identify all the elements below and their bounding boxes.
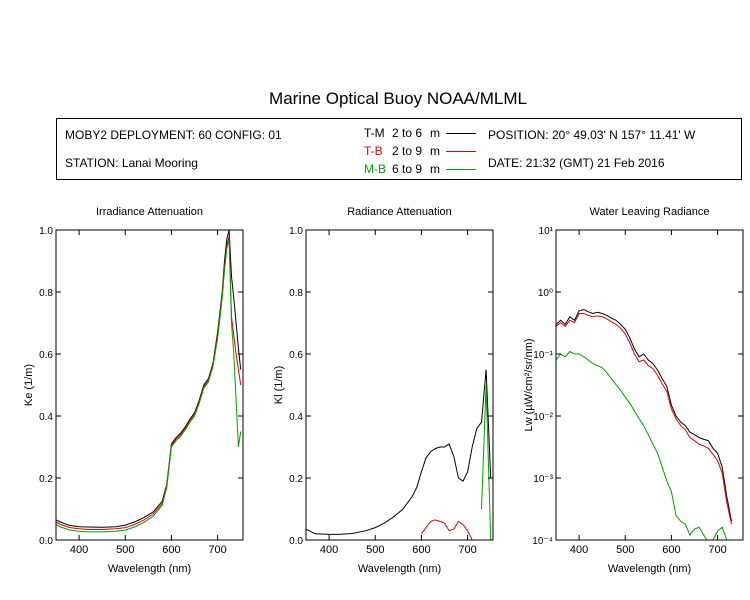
x-tick-label: 600 — [662, 544, 680, 556]
x-tick-label: 600 — [162, 544, 180, 556]
page-title: Marine Optical Buoy NOAA/MLML — [269, 89, 527, 108]
info-box: MOBY2 DEPLOYMENT: 60 CONFIG: 01 STATION:… — [56, 118, 742, 180]
y-tick-label: 0.2 — [289, 474, 303, 485]
y-tick-label: 0.4 — [289, 412, 303, 423]
y-tick-label: 0.0 — [289, 536, 303, 547]
x-tick-label: 700 — [458, 544, 476, 556]
y-tick-label: 0.0 — [39, 536, 53, 547]
chart-3: Water Leaving Radiance 400 500 600 700 10⁻⁴ 10… — [523, 206, 744, 575]
plot-frame — [555, 229, 744, 541]
series-group — [556, 309, 732, 540]
y-tick-label: 0.8 — [39, 288, 53, 299]
x-tick-label: 400 — [570, 544, 588, 556]
y-tick-label: 0.6 — [289, 350, 303, 361]
pair-code: T-B — [364, 144, 383, 158]
pair-code: T-M — [364, 126, 385, 140]
y-tick-label: 1.0 — [39, 226, 53, 237]
y-tick-label: 10¹ — [539, 226, 554, 237]
y-tick-label: 0.6 — [39, 350, 53, 361]
series-line — [556, 350, 728, 540]
y-axis-label: Lw (µW/cm²/sr/nm) — [523, 338, 535, 431]
series-line — [306, 369, 492, 535]
x-tick-label: 500 — [616, 544, 634, 556]
pair-line-swatch — [446, 133, 476, 134]
y-tick-label: 10⁻³ — [533, 474, 553, 485]
chart-2: Radiance Attenuation 400 500 600 700 0.0 0.2 0.… — [273, 206, 494, 575]
series-line — [420, 519, 473, 540]
series-line — [556, 309, 732, 522]
plot-frame — [55, 229, 244, 541]
pair-unit: m — [430, 162, 440, 176]
chart-title: Irradiance Attenuation — [96, 206, 203, 218]
series-line — [56, 236, 242, 530]
pair-unit: m — [430, 126, 440, 140]
y-axis-label: Ke (1/m) — [23, 364, 35, 406]
series-line — [56, 239, 242, 533]
date-label: DATE: 21:32 (GMT) 21 Feb 2016 — [488, 156, 665, 170]
y-tick-label: 10⁻⁴ — [532, 536, 553, 547]
pair-line-swatch — [446, 169, 476, 170]
station-label: STATION: Lanai Mooring — [65, 156, 198, 170]
x-axis-label: Wavelength (nm) — [358, 563, 441, 575]
series-group — [56, 230, 242, 533]
series-line — [56, 230, 242, 528]
series-line — [481, 384, 492, 540]
chart-title: Water Leaving Radiance — [589, 206, 709, 218]
y-tick-label: 0.4 — [39, 412, 53, 423]
x-tick-label: 400 — [70, 544, 88, 556]
pair-range: 6 to 9 — [392, 162, 423, 176]
x-tick-label: 500 — [116, 544, 134, 556]
x-tick-label: 700 — [708, 544, 726, 556]
plot-frame — [305, 229, 494, 541]
x-tick-label: 500 — [366, 544, 384, 556]
pair-unit: m — [430, 144, 440, 158]
y-tick-label: 0.2 — [39, 474, 53, 485]
y-tick-label: 10⁻² — [533, 412, 553, 423]
y-axis-label: Kl (1/m) — [273, 366, 285, 405]
x-tick-label: 600 — [412, 544, 430, 556]
x-tick-label: 700 — [208, 544, 226, 556]
chart-1: Irradiance Attenuation 400 500 600 700 0.0 0.2… — [23, 206, 244, 575]
pair-range: 2 to 9 — [392, 144, 423, 158]
deployment-label: MOBY2 DEPLOYMENT: 60 CONFIG: 01 — [65, 128, 282, 142]
chart-title: Radiance Attenuation — [347, 206, 452, 218]
x-axis-label: Wavelength (nm) — [108, 563, 191, 575]
pair-range: 2 to 6 — [392, 126, 423, 140]
y-tick-label: 10⁰ — [538, 288, 553, 299]
position-label: POSITION: 20° 49.03' N 157° 11.41' W — [488, 128, 696, 142]
y-tick-label: 1.0 — [289, 226, 303, 237]
pair-code: M-B — [364, 162, 386, 176]
x-tick-label: 400 — [320, 544, 338, 556]
series-line — [556, 313, 732, 525]
y-tick-label: 10⁻¹ — [533, 350, 553, 361]
series-group — [306, 369, 492, 540]
pair-line-swatch — [446, 151, 476, 152]
y-tick-label: 0.8 — [289, 288, 303, 299]
x-axis-label: Wavelength (nm) — [608, 563, 691, 575]
